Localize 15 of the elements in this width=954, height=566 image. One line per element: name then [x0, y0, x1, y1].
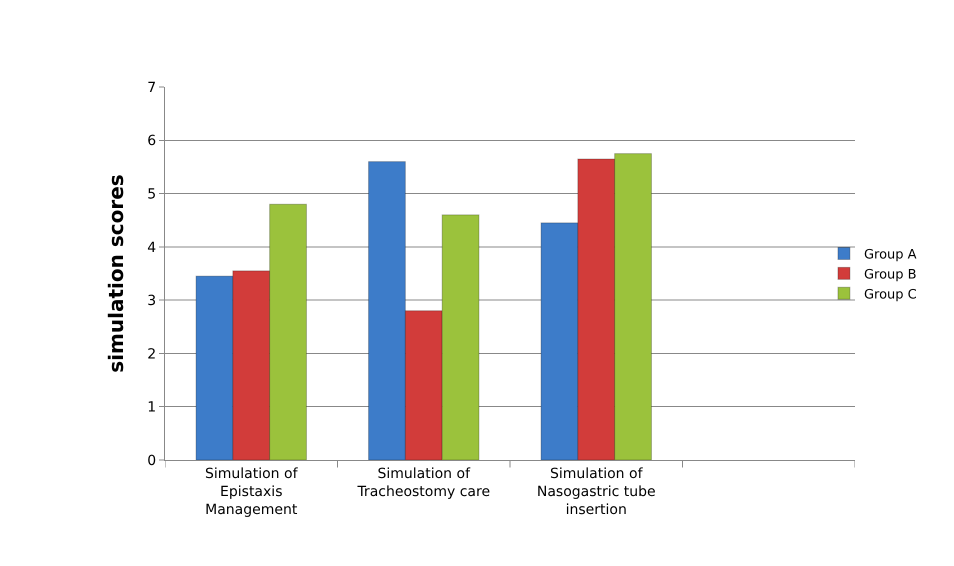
legend-label: Group B	[864, 267, 917, 282]
y-tick-label: 5	[147, 186, 156, 202]
x-tick-label: Simulation of Tracheostomy care	[356, 466, 490, 500]
y-tick-label: 0	[147, 452, 156, 469]
y-tick-label: 2	[147, 346, 156, 362]
y-tick-label: 1	[147, 400, 156, 416]
y-tick-label: 7	[147, 80, 156, 96]
legend-label: Group C	[864, 287, 917, 302]
y-tick-label: 6	[147, 133, 156, 150]
y-axis-title: simulation scores	[104, 174, 128, 373]
y-tick-label: 4	[147, 240, 156, 256]
x-tick-label: Simulation of Epistaxis Management	[204, 466, 299, 518]
x-tick-label: Simulation of Nasogastric tube insertion	[536, 466, 656, 518]
y-tick-label: 3	[147, 293, 156, 310]
legend-label: Group A	[864, 248, 917, 263]
